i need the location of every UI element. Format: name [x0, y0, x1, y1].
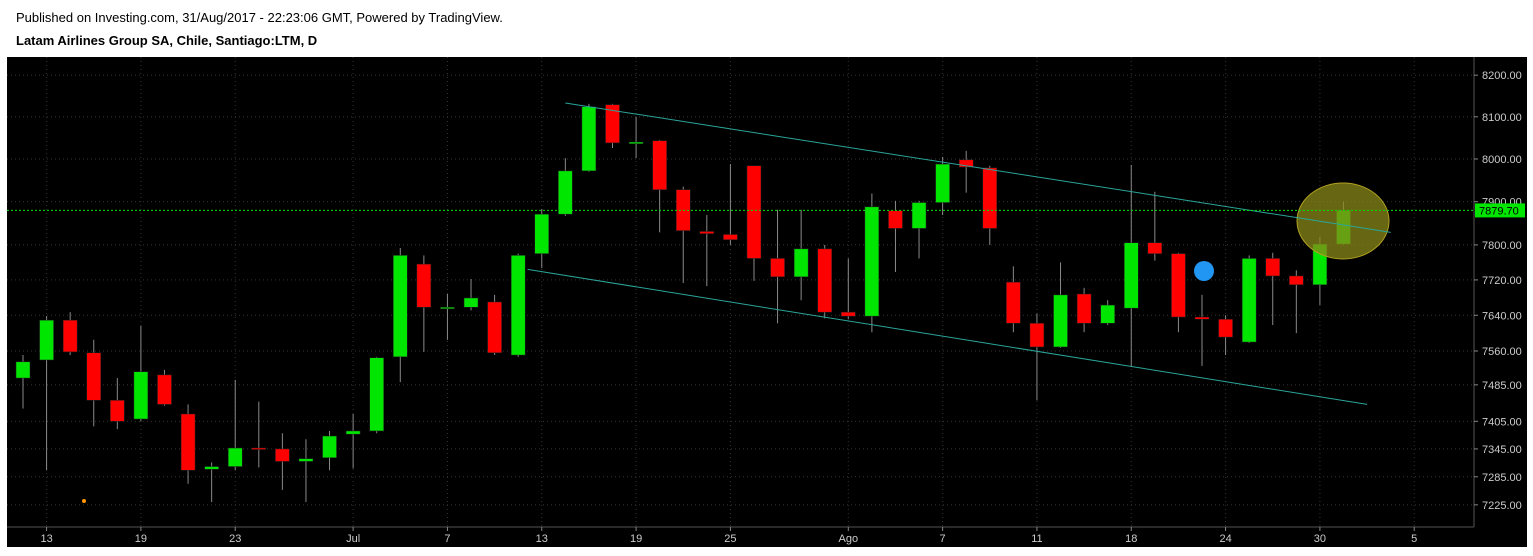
candle-body: [534, 213, 550, 254]
x-tick-label: 18: [1125, 533, 1137, 545]
overlay-layer: 7225.00 7285.00 7345.00 7405.00 7485.00 7560.…: [7, 70, 1525, 545]
candle-body: [1100, 304, 1115, 324]
y-tick-label: 7345.00: [1482, 444, 1522, 456]
last-price-label: 7879.70: [1479, 205, 1519, 217]
candle-body: [770, 258, 785, 278]
candle-body: [1265, 258, 1280, 277]
candle-body: [864, 206, 880, 317]
published-note: Published on Investing.com, 31/Aug/2017 …: [16, 10, 503, 25]
candle-body: [605, 104, 620, 144]
x-tick-label: 13: [40, 533, 52, 545]
candle-body: [275, 448, 290, 462]
candle-body: [345, 430, 361, 435]
candle-body: [628, 141, 644, 144]
y-tick-label: 8200.00: [1482, 70, 1522, 82]
candle-body: [1029, 323, 1045, 348]
plot-layer: [7, 57, 1474, 527]
trendline: [527, 268, 1368, 405]
candle-body: [227, 447, 243, 467]
y-tick-label: 7405.00: [1482, 416, 1522, 428]
candle-body: [982, 167, 998, 229]
candle-body: [157, 374, 172, 405]
y-tick-label: 8100.00: [1482, 112, 1522, 124]
candle-body: [416, 263, 432, 308]
candle-body: [180, 413, 196, 471]
candle-body: [463, 297, 479, 308]
candle-body: [487, 301, 502, 354]
x-tick-label: 13: [536, 533, 548, 545]
last-price-box: [1475, 203, 1525, 218]
candle-body: [558, 170, 573, 215]
y-tick-label: 7720.00: [1482, 275, 1522, 287]
x-tick-label: 7: [940, 533, 946, 545]
y-tick-label: 7225.00: [1482, 500, 1522, 512]
candle-body: [1194, 316, 1210, 320]
candle-body: [440, 307, 455, 310]
candle-body: [746, 165, 762, 259]
candle-body: [1076, 293, 1092, 324]
candle-body: [86, 352, 101, 401]
candle-body: [204, 466, 219, 470]
trendline: [565, 102, 1391, 233]
candle-body: [133, 371, 149, 420]
candle-body: [911, 202, 927, 229]
candle-body: [322, 435, 337, 458]
x-tick-label: 25: [724, 533, 736, 545]
x-tick-label: 24: [1219, 533, 1231, 545]
x-tick-label: 30: [1314, 533, 1326, 545]
candle-body: [958, 159, 974, 168]
candle-body: [251, 447, 267, 450]
chart-panel: [7, 57, 1527, 547]
candle-body: [1006, 281, 1021, 324]
candle-body: [841, 311, 856, 317]
candle-body: [935, 163, 950, 203]
candle-body: [1147, 242, 1163, 254]
candle-body: [723, 234, 738, 240]
candle-body: [15, 361, 31, 379]
x-tick-label: 19: [630, 533, 642, 545]
highlight-ellipse: [1296, 182, 1390, 260]
candle-body: [62, 319, 78, 353]
y-tick-label: 7285.00: [1482, 472, 1522, 484]
candle-body: [817, 248, 832, 313]
dot-marker: [82, 499, 86, 503]
chart-title: Latam Airlines Group SA, Chile, Santiago…: [16, 33, 317, 48]
candle-body: [110, 400, 125, 422]
candle-body: [1241, 258, 1257, 343]
x-tick-label: Jul: [346, 533, 360, 545]
y-tick-label: 7560.00: [1482, 346, 1522, 358]
candle-body: [510, 255, 526, 356]
event-marker: [1194, 261, 1214, 281]
candle-body: [581, 106, 597, 172]
x-tick-label: 11: [1031, 533, 1042, 545]
candle-body: [1171, 253, 1186, 318]
x-tick-label: 19: [135, 533, 147, 545]
candle-body: [369, 357, 384, 432]
x-tick-label: 7: [444, 533, 450, 545]
y-tick-label: 7800.00: [1482, 240, 1522, 252]
y-tick-label: 7485.00: [1482, 380, 1522, 392]
candle-body: [1053, 294, 1068, 348]
candle-body: [1124, 242, 1139, 309]
candle-body: [888, 210, 903, 229]
candle-body: [699, 231, 715, 234]
x-tick-label: 23: [229, 533, 241, 545]
candle-body: [652, 140, 667, 190]
x-tick-label: Ago: [839, 533, 859, 545]
y-tick-label: 7640.00: [1482, 310, 1522, 322]
candle-body: [393, 255, 408, 358]
candle-body: [298, 458, 314, 462]
y-tick-label: 8000.00: [1482, 154, 1522, 166]
candle-body: [1218, 319, 1233, 338]
candle-body: [39, 319, 54, 361]
x-tick-label: 5: [1411, 533, 1417, 545]
candle-body: [1289, 275, 1304, 286]
candle-body: [793, 248, 809, 278]
